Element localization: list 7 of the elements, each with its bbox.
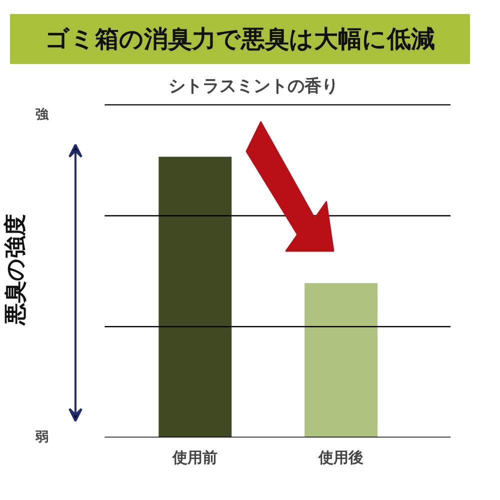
text: 強 bbox=[36, 106, 50, 122]
text: 弱 bbox=[34, 430, 48, 445]
y-axis-title: 悪臭の強度 bbox=[2, 214, 28, 326]
x-tick-label: 使用後 bbox=[318, 448, 364, 466]
x-tick-label: 使用前 bbox=[172, 448, 218, 466]
chart-subtitle: シトラスミントの香り bbox=[168, 76, 338, 96]
chart-title: ゴミ箱の消臭力で悪臭は大幅に低減 bbox=[45, 24, 435, 55]
